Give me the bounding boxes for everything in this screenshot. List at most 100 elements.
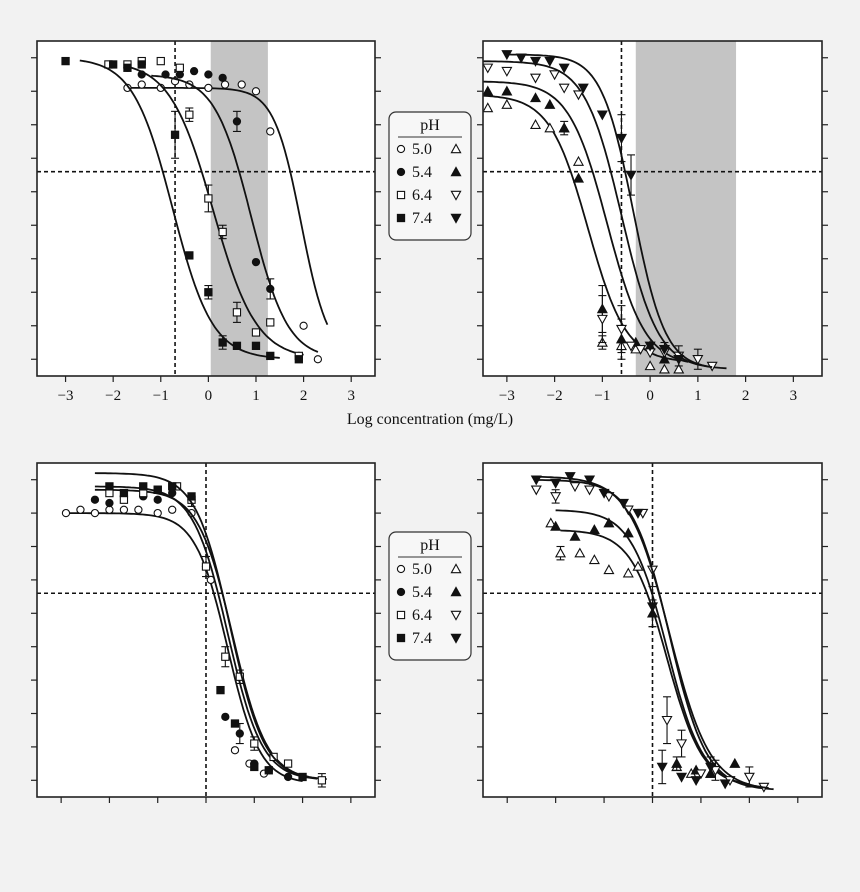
data-point-square-filled [170,130,180,139]
data-point-triangle-down-filled [501,50,513,61]
data-point-square-filled [139,482,148,491]
data-point-triangle-down-filled [673,355,685,365]
panel-bottom-left [31,462,381,803]
legend-box [388,111,472,241]
data-point-triangle-down-open [584,485,596,496]
data-point-triangle-down-filled [564,472,576,483]
data-point-triangle-down-filled [529,56,542,67]
data-point-circle [266,127,275,136]
panel-top-right: −3 −2 −1 0 1 2 3 [477,40,828,404]
data-point-circle-filled [232,117,242,126]
data-point-triangle-down-filled [625,170,637,181]
x-tick-label: 1 [694,388,702,404]
data-point-triangle-up-filled [544,98,556,109]
data-point-square-filled [153,485,162,494]
data-point-triangle-down-filled [598,488,610,499]
data-point-square-filled [232,341,242,350]
data-point-triangle-down-filled [705,762,717,773]
legend-label: 7.4 [412,630,432,647]
data-point-triangle-down-open [692,355,704,365]
legend-top: pH 5.0 5.4 6.4 7.4 [388,111,472,241]
data-point-square-filled [61,56,70,66]
data-point-triangle-up-open [554,547,567,558]
plot-background [37,463,375,797]
legend-bottom: pH 5.0 5.4 6.4 7.4 [388,531,472,661]
data-point-triangle-down-open [625,341,637,352]
x-tick-label: −1 [153,388,169,404]
x-tick-label: −3 [499,388,515,404]
data-point-square [185,110,194,119]
legend-marker-circle-filled [396,587,406,597]
legend-marker-triangle-down-open [450,190,462,201]
data-point-circle [153,508,162,518]
fit-curve-circle-filled [94,485,318,780]
data-point-triangle-up-filled [550,520,562,531]
plot-background [483,463,822,797]
data-point-circle [251,87,261,96]
data-point-square [266,318,275,327]
legend-label: 6.4 [412,607,432,624]
data-point-circle-filled [283,772,293,782]
legend-title: pH [420,537,440,554]
data-point-triangle-up-open [588,554,600,565]
data-point-circle [168,505,177,514]
x-tick-label: −3 [58,388,74,404]
x-tick-label: 2 [300,388,308,404]
data-point-triangle-down-open [661,715,673,726]
fit-curve-triangle-down-open [483,60,727,370]
data-point-circle [237,80,246,89]
data-point-triangle-down-open [530,485,542,496]
legend-box [388,531,472,661]
data-point-triangle-down-open [558,83,570,94]
data-point-triangle-down-open [529,73,542,84]
data-point-square-filled [266,351,275,361]
data-point-square-filled [250,762,259,772]
data-point-circle-filled [161,70,170,79]
legend-marker-square-filled [396,213,406,223]
data-point-triangle-up-open [529,119,542,129]
data-point-square [232,308,242,317]
panels-group: −3 −2 −1 0 1 2 3 −3 −2 −1 0 1 2 3 [31,40,828,803]
legend-marker-triangle-down-filled [450,633,462,644]
data-point-square-filled [204,288,213,297]
data-point-square-filled [105,482,114,491]
data-point-square [221,652,230,661]
fit-curve-square [127,65,304,356]
data-point-triangle-down-filled [632,508,644,519]
data-point-triangle-down-open [635,344,647,355]
fit-curve-circle-filled [151,74,319,353]
data-point-circle [134,505,143,514]
data-point-circle-filled [175,70,184,79]
data-point-triangle-down-open [743,772,755,783]
shared-x-axis-label: Log concentration (mg/L) [347,411,513,428]
data-point-triangle-up-open [632,560,644,571]
data-point-square [204,194,213,203]
data-point-square [283,759,293,768]
data-point-square-filled [298,772,307,782]
data-point-square-filled [187,492,196,501]
legend-marker-triangle-down-open [450,610,462,621]
plot-data [61,472,327,788]
data-point-triangle-down-filled [596,110,608,121]
legend-marker-triangle-up-filled [450,586,462,597]
plot-data [530,472,774,793]
data-point-triangle-down-open [572,90,585,101]
data-point-triangle-down-filled [577,83,589,94]
panel-bottom-right [477,462,828,803]
data-point-triangle-up-open [622,567,634,578]
data-point-triangle-down-filled [719,779,731,790]
x-tick-label: 0 [205,388,213,404]
data-point-triangle-down-open [615,324,627,335]
data-point-circle-filled [266,284,275,294]
data-point-triangle-down-open [501,66,513,77]
plot-data [61,56,329,364]
data-point-square-filled [109,60,118,69]
legend-marker-triangle-up-open [450,563,462,574]
fit-curve-circle [66,512,303,782]
data-point-circle [137,80,146,89]
data-point-circle-filled [105,498,114,508]
data-point-square-filled [123,63,132,72]
data-point-circle-filled [218,73,227,82]
data-point-triangle-down-filled [656,762,668,773]
